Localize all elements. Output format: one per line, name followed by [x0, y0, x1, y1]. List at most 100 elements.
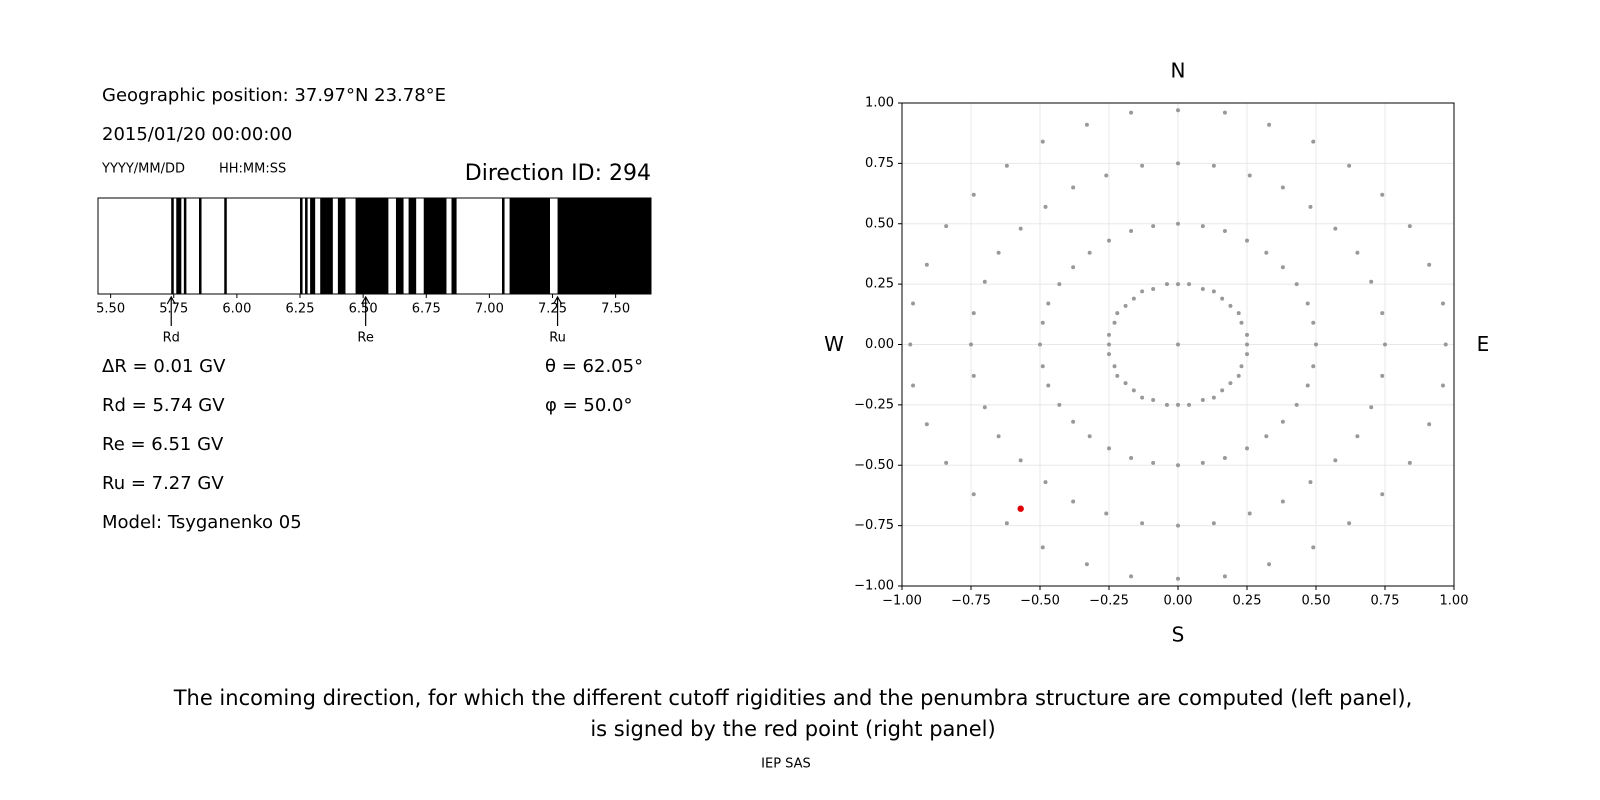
forbidden-band [355, 198, 389, 294]
point [1311, 364, 1316, 369]
forbidden-band [224, 198, 227, 294]
y-tick-label: 0.00 [865, 337, 894, 352]
point [1187, 282, 1192, 287]
point [971, 192, 976, 197]
point [1115, 373, 1120, 378]
point [1115, 311, 1120, 316]
point [1369, 279, 1374, 284]
point [1087, 434, 1092, 439]
point [1211, 395, 1216, 400]
point [1427, 422, 1432, 427]
x-tick-label: 1.00 [1440, 594, 1469, 609]
point [996, 434, 1001, 439]
point [1104, 511, 1109, 516]
point [1355, 250, 1360, 255]
point [1280, 265, 1285, 270]
point [1129, 110, 1134, 115]
point [1040, 139, 1045, 144]
point [1164, 282, 1169, 287]
point [1247, 173, 1252, 178]
y-tick-label: −0.50 [854, 458, 894, 473]
point [1140, 163, 1145, 168]
x-tick-label: −0.50 [1020, 594, 1060, 609]
x-tick-label: 5.75 [159, 302, 188, 317]
point [1369, 405, 1374, 410]
point [1264, 434, 1269, 439]
point [1057, 402, 1062, 407]
point [1151, 286, 1156, 291]
x-tick-label: 6.75 [412, 302, 441, 317]
point [1264, 250, 1269, 255]
forbidden-band [395, 198, 404, 294]
point [1040, 364, 1045, 369]
marker-label: Re [357, 331, 373, 346]
point [982, 279, 987, 284]
point [1407, 224, 1412, 229]
point [1220, 388, 1225, 393]
point [1308, 204, 1313, 209]
point [1176, 161, 1180, 166]
point [1245, 446, 1249, 451]
point [971, 311, 976, 316]
point [1380, 311, 1385, 316]
x-tick-label: 0.00 [1164, 594, 1193, 609]
point [1228, 303, 1233, 308]
point [1347, 521, 1352, 526]
point [969, 342, 973, 347]
point [1043, 480, 1048, 485]
marker-label: Rd [163, 331, 180, 346]
point [1131, 296, 1136, 301]
point [1280, 499, 1285, 504]
point [1123, 381, 1128, 386]
plot-frame [901, 102, 1455, 587]
point [1383, 342, 1387, 347]
y-tick-label: 0.50 [865, 216, 894, 231]
point [1236, 373, 1241, 378]
point [1407, 460, 1412, 465]
point [1004, 163, 1009, 168]
point [1440, 383, 1445, 388]
point [1347, 163, 1352, 168]
point [1200, 460, 1205, 465]
forbidden-band [183, 198, 187, 294]
forbidden-band [305, 198, 308, 294]
x-tick-label: −0.75 [951, 594, 991, 609]
x-tick-label: −1.00 [882, 594, 922, 609]
point [1311, 139, 1316, 144]
point [1211, 289, 1216, 294]
point [1018, 458, 1023, 463]
point [1222, 456, 1227, 461]
point [1107, 342, 1111, 347]
point [1123, 303, 1128, 308]
point [1245, 238, 1249, 243]
point [1107, 446, 1111, 451]
forbidden-band [509, 198, 550, 294]
point [1087, 250, 1092, 255]
point [1129, 228, 1134, 233]
result: Model: Tsyganenko 05 [102, 512, 302, 533]
time-format: HH:MM:SS [219, 162, 286, 177]
point [1071, 419, 1076, 424]
y-tick-label: 1.00 [865, 96, 894, 111]
point [1222, 228, 1227, 233]
point [1129, 456, 1134, 461]
point [1131, 388, 1136, 393]
point [1222, 574, 1227, 579]
point [1267, 562, 1272, 567]
forbidden-band [408, 198, 417, 294]
point [1380, 373, 1385, 378]
result: ΔR = 0.01 GV [102, 356, 226, 377]
forbidden-band [557, 198, 651, 294]
point [1129, 574, 1134, 579]
point [1004, 521, 1009, 526]
point [1084, 122, 1089, 127]
point [1140, 395, 1145, 400]
point [996, 250, 1001, 255]
point [1311, 320, 1316, 325]
point [1038, 342, 1042, 347]
footer: IEP SAS [761, 757, 811, 772]
point [1176, 576, 1180, 581]
point [1305, 383, 1310, 388]
point [1107, 238, 1111, 243]
